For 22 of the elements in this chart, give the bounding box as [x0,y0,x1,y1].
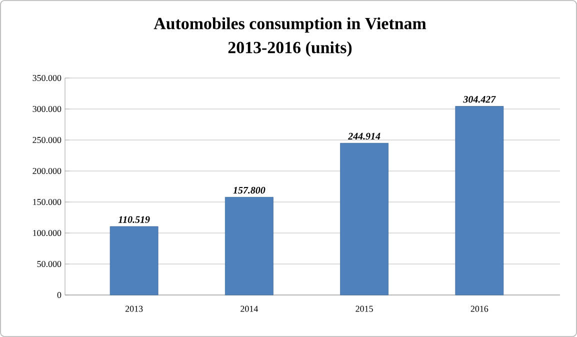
x-tick-label: 2015 [356,306,373,312]
data-label: 110.519 [118,216,150,223]
y-tick-label: 100.000 [33,230,62,236]
data-label: 244.914 [348,132,380,140]
y-tick-label: 300.000 [32,106,62,112]
y-tick-label: 200.000 [32,168,62,174]
bar [224,196,274,296]
bar [110,226,158,296]
chart-title: Automobiles consumption in Vietnam [154,17,426,33]
chart-subtitle: 2013-2016 (units) [228,41,352,57]
bar [340,142,389,296]
y-tick-label: 50.000 [37,260,62,268]
x-tick-label: 2014 [240,306,258,312]
y-tick-label: 250.000 [32,136,62,144]
y-tick-label: 150.000 [33,198,62,206]
data-label: 304.427 [463,96,496,103]
y-tick-label: 0 [57,292,62,298]
x-tick-label: 2013 [125,306,143,312]
x-tick-label: 2016 [470,306,488,312]
bar [455,106,504,296]
data-label: 157.800 [233,186,266,194]
y-tick-label: 350.000 [32,74,62,82]
